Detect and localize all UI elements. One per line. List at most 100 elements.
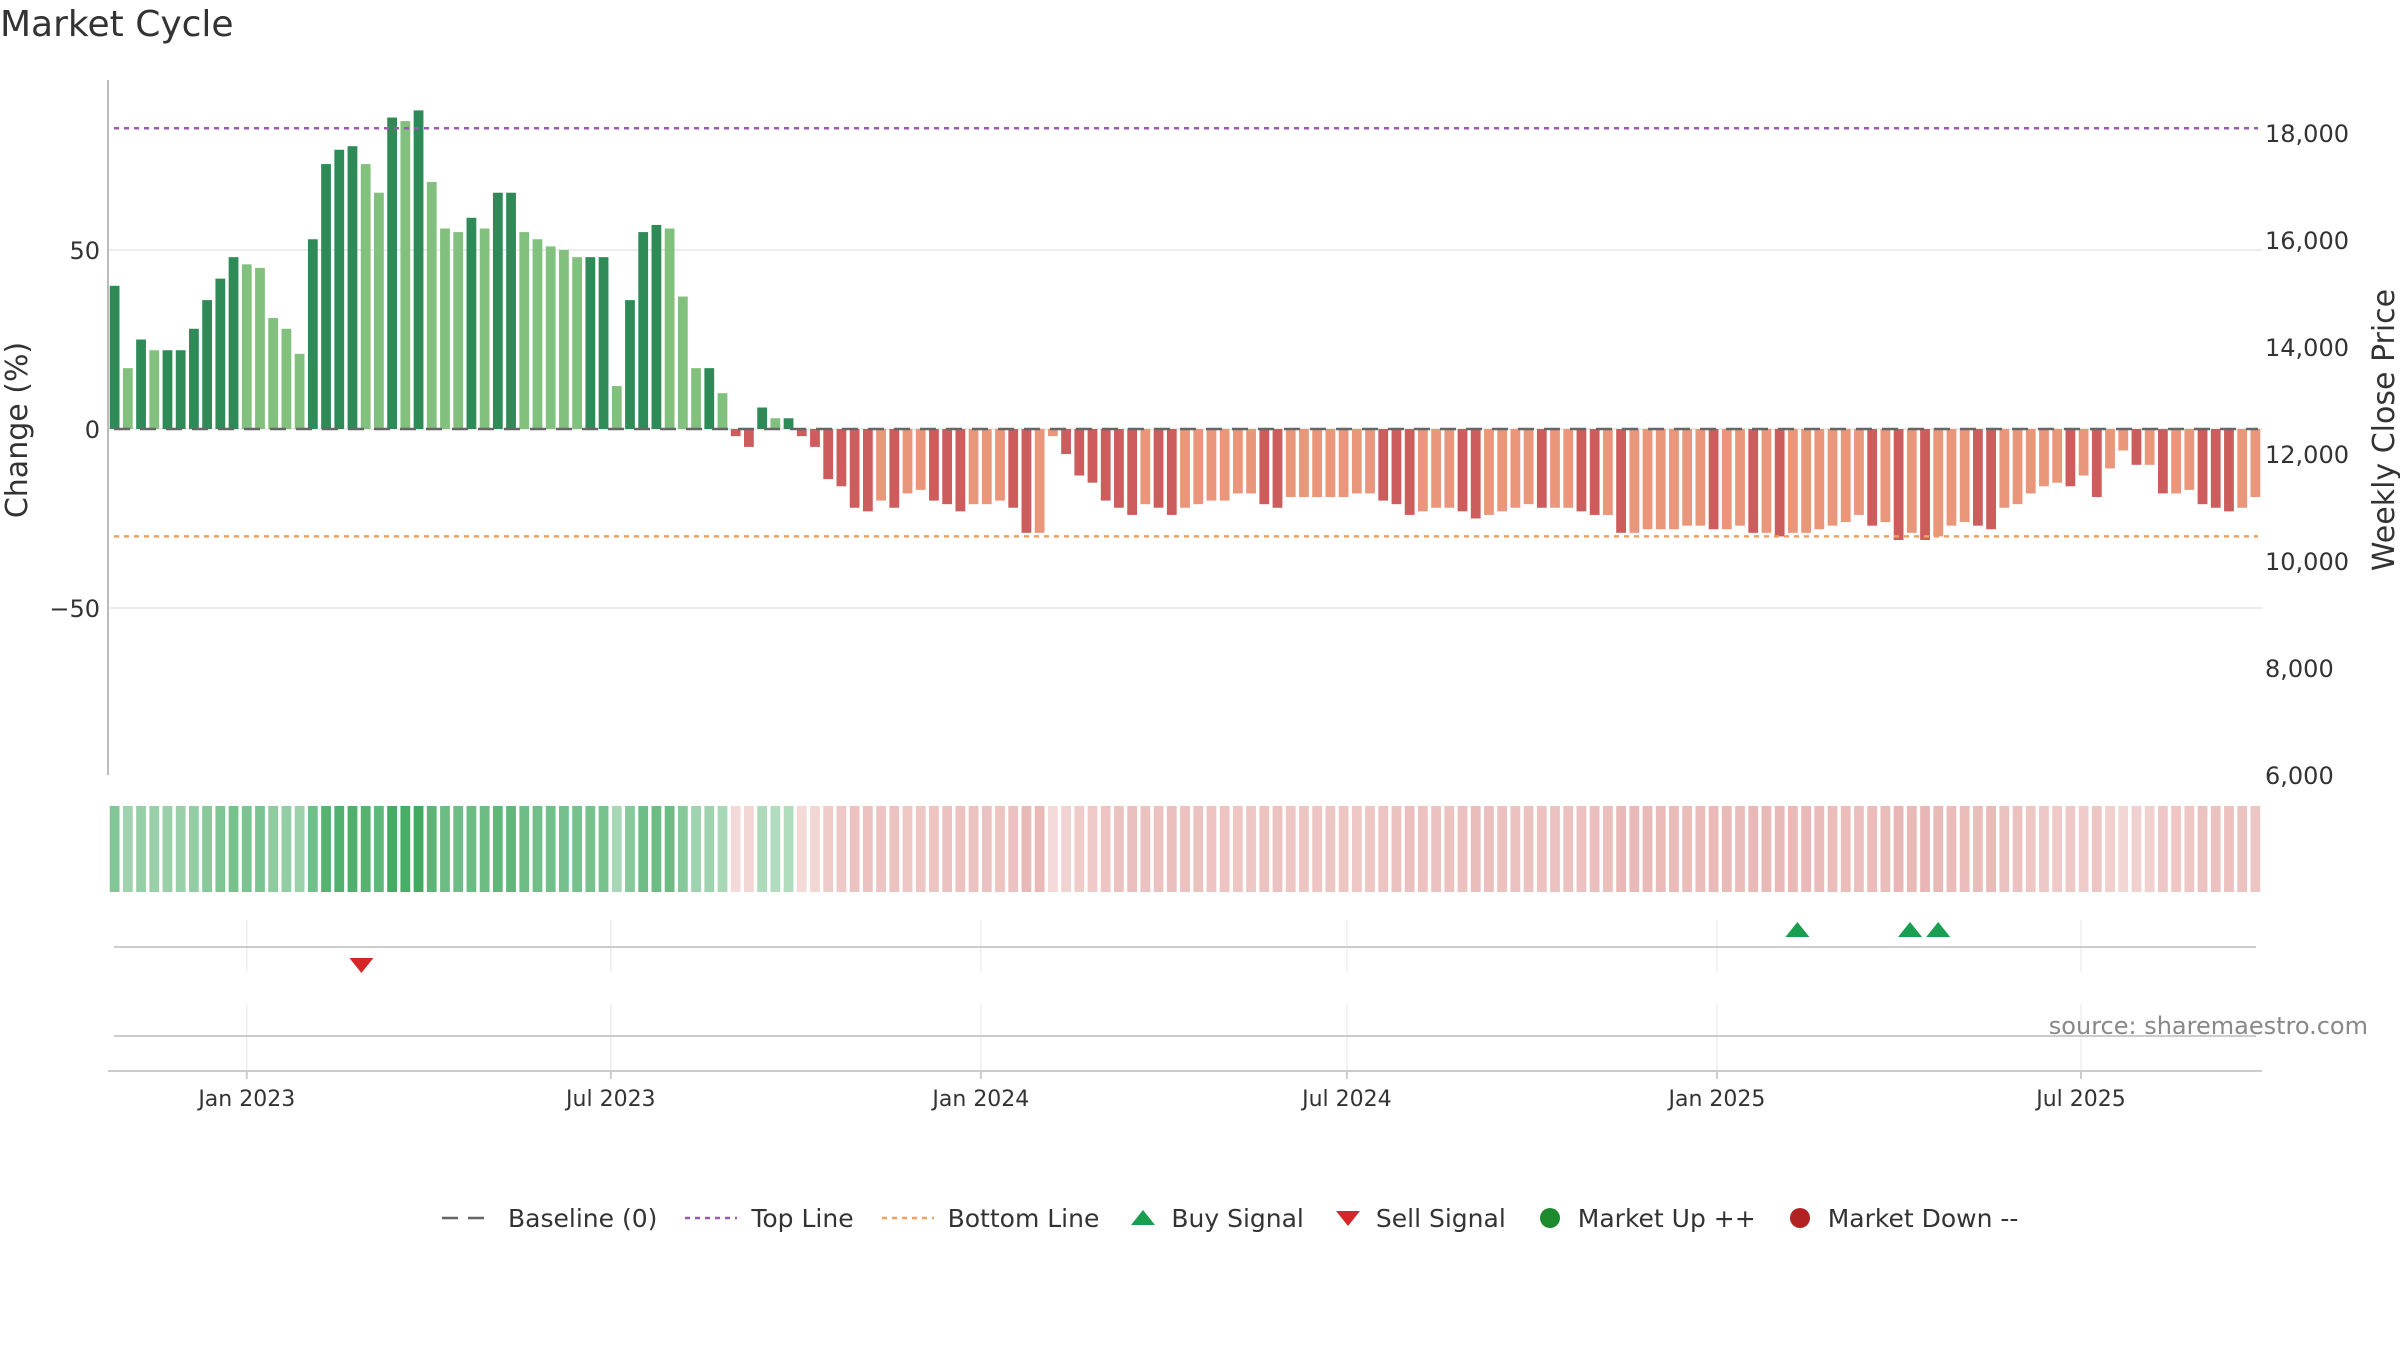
heat-cell [559,806,569,892]
change-bar [2197,429,2208,505]
change-bar [387,117,398,429]
change-bar [1616,429,1626,533]
heat-cell [175,806,186,892]
heat-cell [1814,806,1825,892]
change-bar [1735,429,1745,526]
heat-cell [1285,806,1296,892]
change-bar [2025,429,2036,494]
legend-item: Top Line [683,1203,854,1233]
heat-cell [876,806,886,892]
heat-cell [1470,806,1481,892]
change-bar [849,429,860,508]
heat-cell [1153,806,1164,892]
change-bar [1642,429,1653,530]
heat-cell [823,806,834,892]
change-bar [175,350,186,429]
change-bar [1787,429,1798,533]
heat-cell [902,806,913,892]
heat-cell [2250,806,2261,892]
heat-cell [1787,806,1798,892]
heat-cell [532,806,543,892]
change-bar [426,181,437,429]
change-bar [810,429,820,447]
change-bar [1854,429,1864,515]
heat-cell [1140,806,1151,892]
change-bar [1325,429,1336,498]
heat-cell [810,806,820,892]
change-bar [519,232,530,429]
change-bar [2184,429,2195,490]
heat-cell [1008,806,1019,892]
heat-cell [400,806,411,892]
heat-cell [255,806,265,892]
heat-cell [942,806,953,892]
change-bar [691,368,701,429]
legend-label: Buy Signal [1171,1203,1304,1233]
heat-cell [347,806,358,892]
heat-cell [1602,806,1613,892]
heat-cell [466,806,477,892]
legend-item: Buy Signal [1125,1203,1304,1233]
change-bar [122,368,133,429]
change-bar [109,285,120,429]
chart-title: Market Cycle [0,4,234,45]
change-bar [902,429,913,494]
change-bar [281,328,292,429]
change-bar [1365,429,1375,494]
buy-signal-marker [1926,922,1951,937]
heat-cell [585,806,596,892]
change-bar [585,257,596,429]
change-bar [2078,429,2089,476]
change-bar [1219,429,1230,501]
change-bar [1721,429,1732,530]
axes: 50 0 −50 18,000 16,000 14,000 12,000 10,000 8,00… [49,80,2349,1112]
change-bar [1695,429,1706,526]
heat-cell [1867,806,1878,892]
heat-cell [1642,806,1653,892]
legend-item: Sell Signal [1330,1203,1506,1233]
heat-cell [321,806,331,892]
change-bar [1999,429,2010,508]
heat-cell [1219,806,1230,892]
heat-cell [1180,806,1190,892]
change-bar [915,429,926,490]
heat-cell [1536,806,1547,892]
legend-label: Market Down -- [1827,1203,2019,1233]
change-bar [294,353,305,429]
change-bar [1497,429,1508,512]
change-bar [929,429,939,501]
heat-cell [572,806,583,892]
change-bar [1523,429,1534,505]
heat-cell [2224,806,2234,892]
heat-cell [109,806,120,892]
change-bar [730,429,741,437]
change-bar [360,164,371,429]
change-bar [1840,429,1851,523]
change-bar [1378,429,1389,501]
heat-cell [625,806,635,892]
heat-cell [1312,806,1323,892]
change-bar [770,418,781,429]
heat-cell [1391,806,1402,892]
heat-cell [281,806,292,892]
heat-cell [1721,806,1732,892]
heat-cell [1695,806,1706,892]
change-bar [241,264,252,429]
change-bar [1047,429,1058,437]
heat-cell [2025,806,2036,892]
heat-cell [2012,806,2023,892]
change-bar [955,429,966,512]
heat-cell [1774,806,1785,892]
heat-cell [1457,806,1468,892]
heat-cell [1748,806,1759,892]
legend-label: Bottom Line [947,1203,1100,1233]
heat-cell [1854,806,1864,892]
change-bar [1206,429,1217,501]
change-bar [625,300,635,429]
heat-cell [2039,806,2049,892]
heat-cell [968,806,979,892]
change-bar [2250,429,2261,498]
reference-lines [114,127,2258,538]
y2-axis-title: Weekly Close Price [2367,289,2400,571]
heat-cell [2197,806,2208,892]
